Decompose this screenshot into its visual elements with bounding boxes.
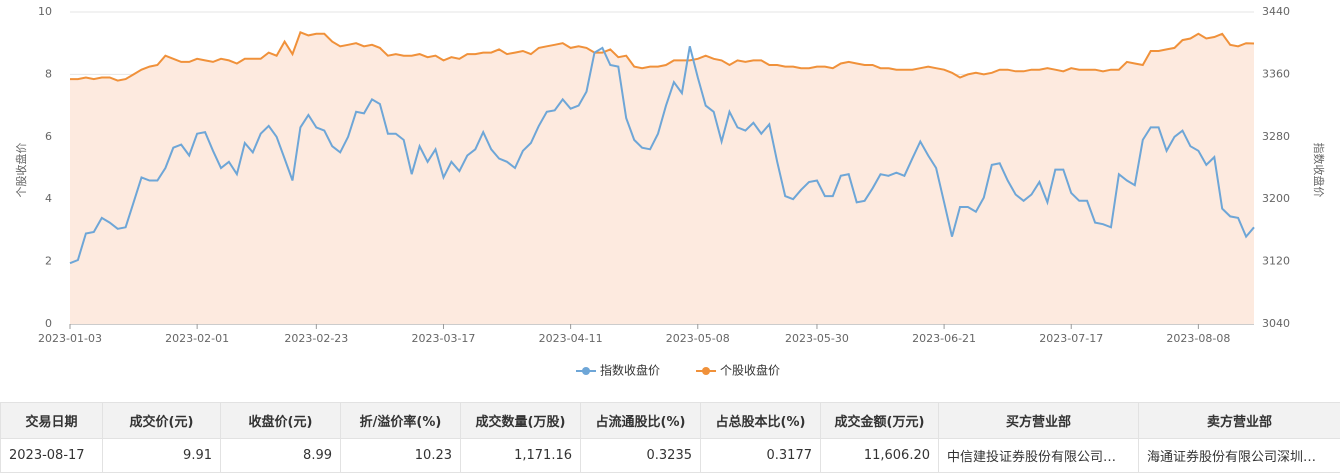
- table-cell: 1,171.16: [461, 439, 581, 473]
- table-cell: 0.3177: [701, 439, 821, 473]
- y-tick-label: 0: [45, 317, 52, 330]
- y-tick-label: 4: [45, 192, 52, 205]
- header-cell: 买方营业部: [939, 403, 1139, 439]
- x-tick-label: 2023-02-23: [284, 332, 348, 345]
- header-cell: 收盘价(元): [221, 403, 341, 439]
- area: [70, 32, 1254, 324]
- y-tick-label: 10: [38, 5, 52, 18]
- x-tick-label: 2023-02-01: [165, 332, 229, 345]
- y-tick-label: 6: [45, 130, 52, 143]
- header-cell: 折/溢价率(%): [341, 403, 461, 439]
- legend-label: 个股收盘价: [720, 363, 780, 378]
- header-row: 交易日期成交价(元)收盘价(元)折/溢价率(%)成交数量(万股)占流通股比(%)…: [1, 403, 1340, 439]
- x-tick-label: 2023-07-17: [1039, 332, 1103, 345]
- table-cell: 8.99: [221, 439, 341, 473]
- x-tick-label: 2023-03-17: [412, 332, 476, 345]
- header-cell: 占流通股比(%): [581, 403, 701, 439]
- x-tick-label: 2023-08-08: [1166, 332, 1230, 345]
- y-axis-label: 个股收盘价: [14, 143, 28, 198]
- y2-tick-label: 3200: [1262, 192, 1290, 205]
- table-cell: 11,606.20: [821, 439, 939, 473]
- x-tick-label: 2023-01-03: [38, 332, 102, 345]
- x-tick-label: 2023-05-30: [785, 332, 849, 345]
- header-cell: 成交价(元): [103, 403, 221, 439]
- legend-label: 指数收盘价: [600, 363, 660, 378]
- y-tick-label: 2: [45, 255, 52, 268]
- legend-marker: [582, 367, 590, 375]
- y2-axis-label: 指数收盘价: [1312, 143, 1326, 198]
- y2-tick-label: 3440: [1262, 5, 1290, 18]
- x-tick-label: 2023-06-21: [912, 332, 976, 345]
- table-cell: 中信建投证券股份有限公司…: [939, 439, 1139, 473]
- x-tick-label: 2023-05-08: [666, 332, 730, 345]
- header-cell: 交易日期: [1, 403, 103, 439]
- table-cell: 0.3235: [581, 439, 701, 473]
- y2-tick-label: 3120: [1262, 255, 1290, 268]
- table-cell: 2023-08-17: [1, 439, 103, 473]
- chart: 个股收盘价 指数收盘价 0 2 4 6 8 10 3040 3120 3200 3280 3360 3…: [0, 0, 1340, 400]
- y2-tick-label: 3360: [1262, 67, 1290, 80]
- legend-marker: [702, 367, 710, 375]
- table-cell: 10.23: [341, 439, 461, 473]
- y2-tick-label: 3280: [1262, 130, 1290, 143]
- table-cell: 9.91: [103, 439, 221, 473]
- y-tick-label: 8: [45, 67, 52, 80]
- trade-table: 交易日期成交价(元)收盘价(元)折/溢价率(%)成交数量(万股)占流通股比(%)…: [0, 402, 1340, 473]
- header-cell: 占总股本比(%): [701, 403, 821, 439]
- table-cell: 海通证券股份有限公司深圳…: [1139, 439, 1340, 473]
- x-tick-label: 2023-04-11: [539, 332, 603, 345]
- header-cell: 卖方营业部: [1139, 403, 1340, 439]
- header-cell: 成交数量(万股): [461, 403, 581, 439]
- header-cell: 成交金额(万元): [821, 403, 939, 439]
- y2-tick-label: 3040: [1262, 317, 1290, 330]
